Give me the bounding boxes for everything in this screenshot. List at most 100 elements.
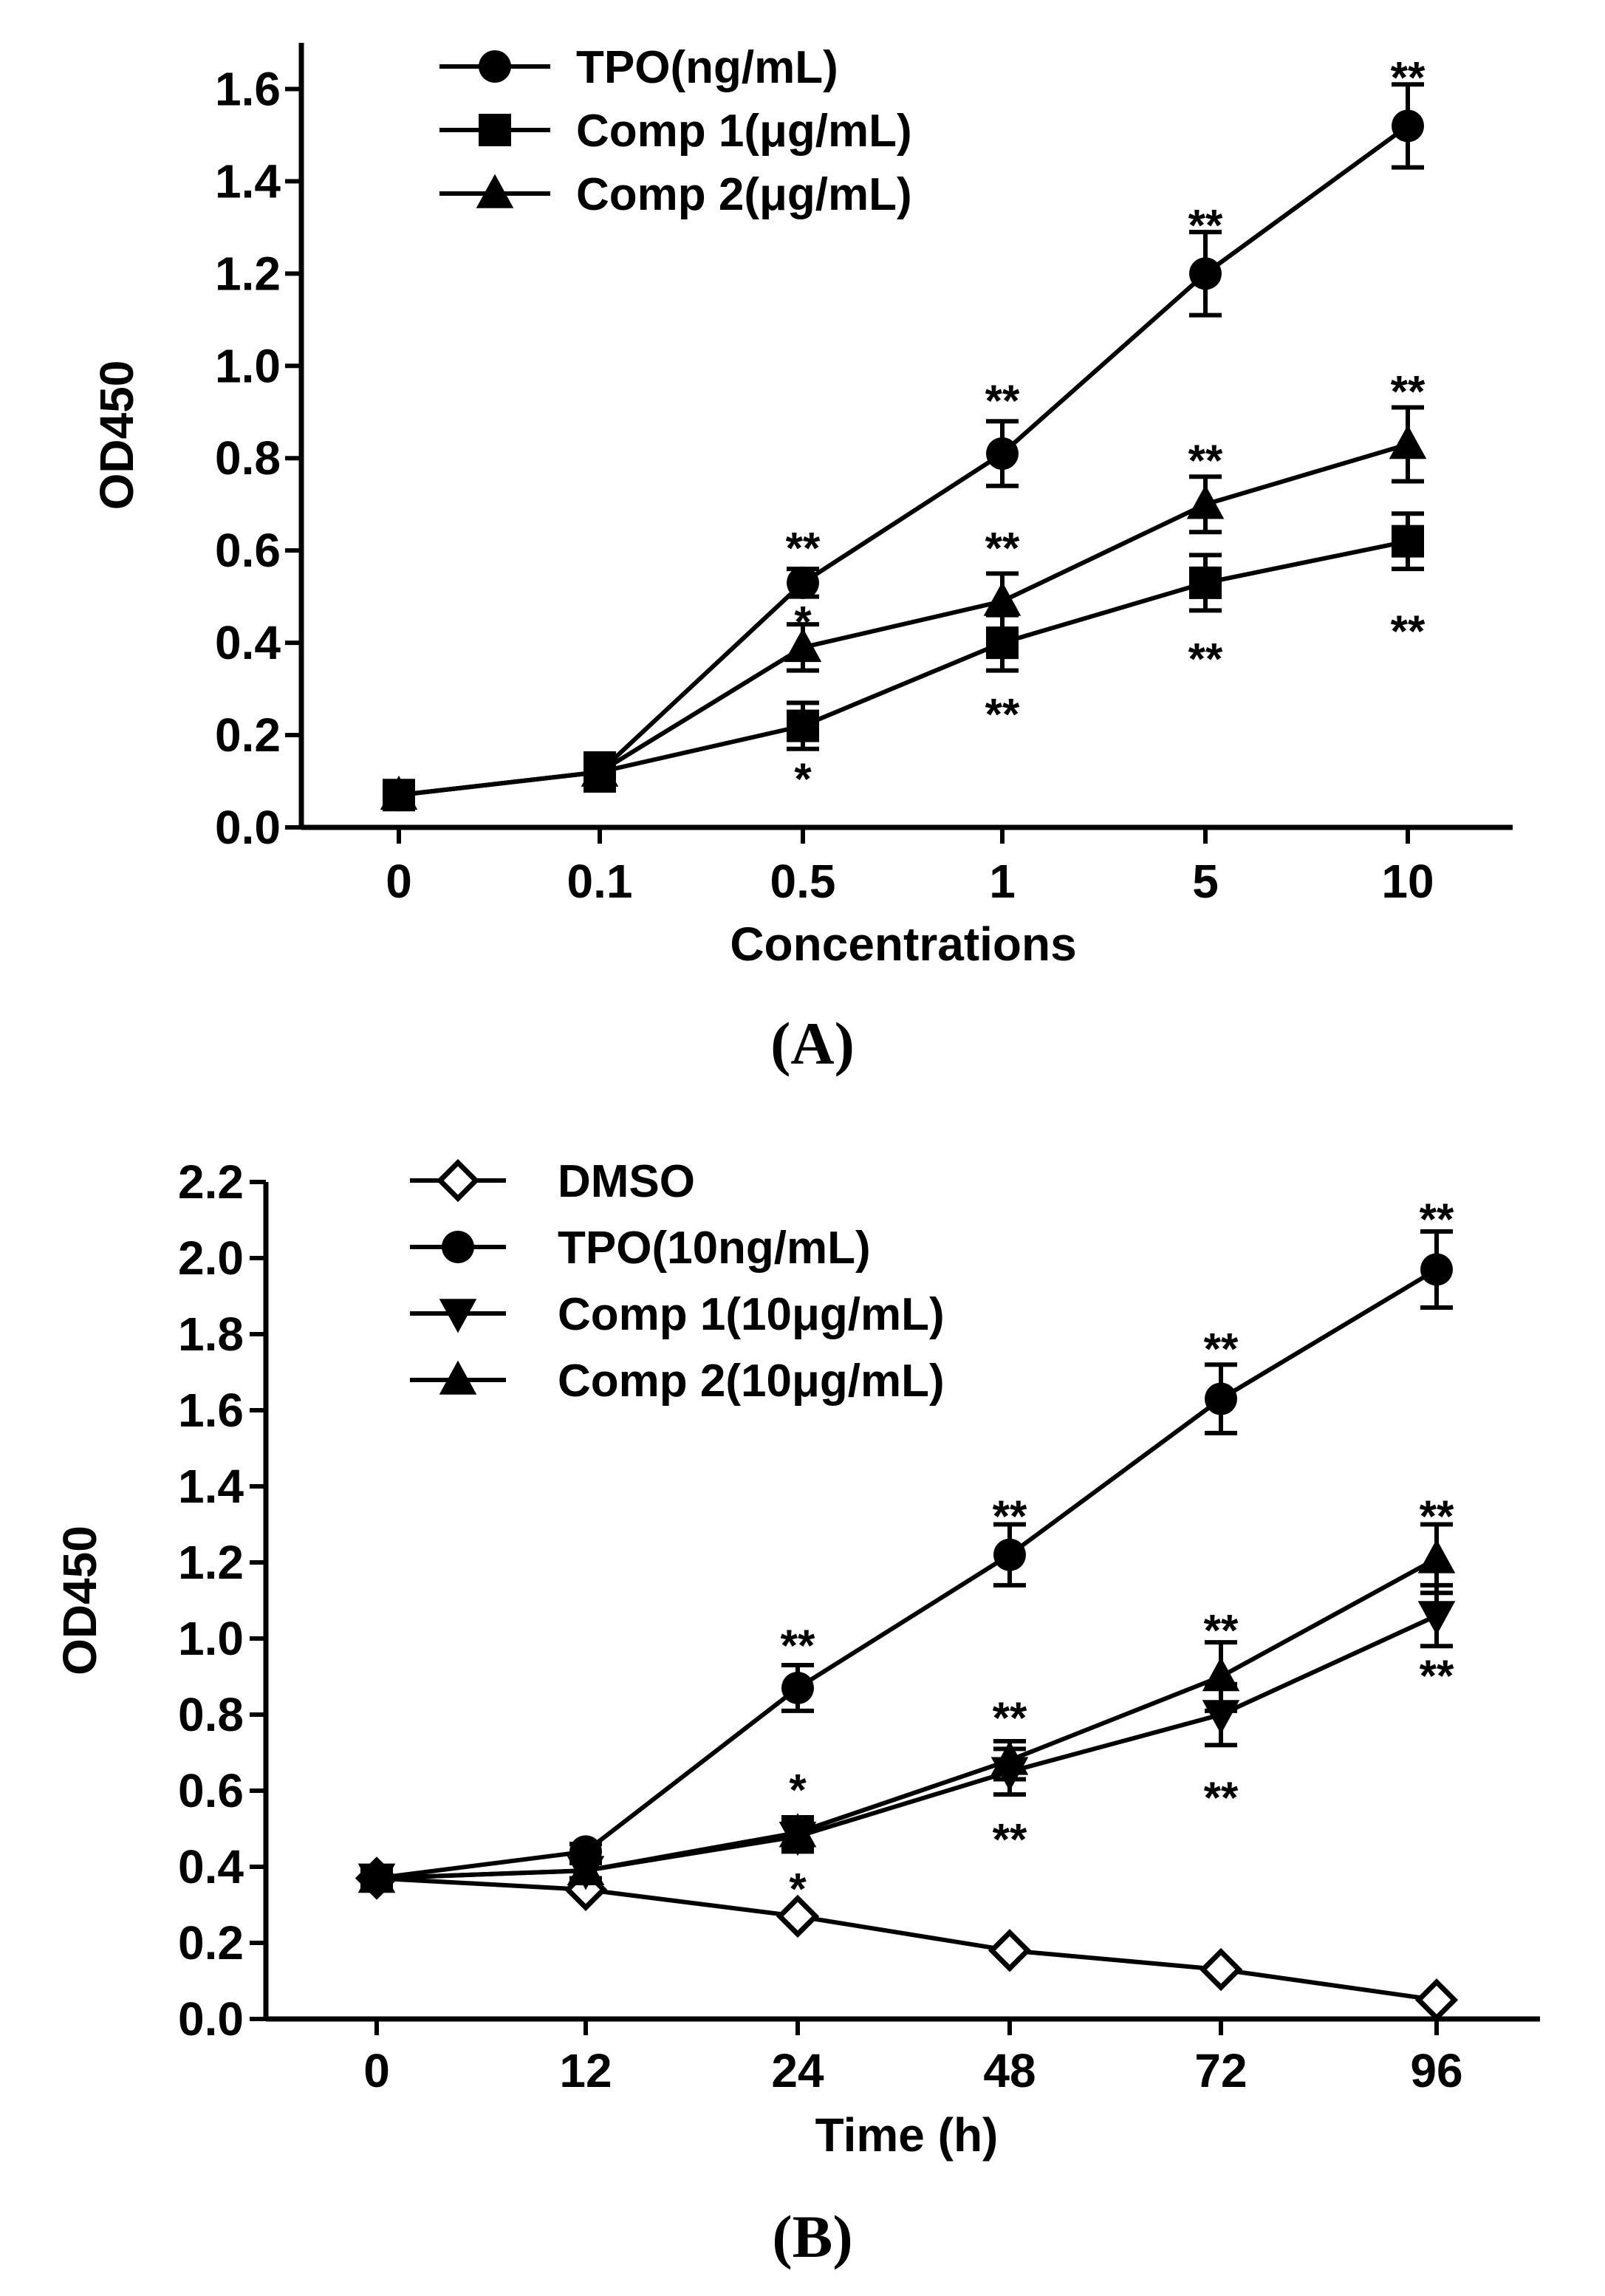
x-tick-label: 0.1 xyxy=(567,855,633,908)
significance-label: ** xyxy=(1204,1324,1239,1373)
data-point xyxy=(986,437,1019,470)
chart-panel-b: 0.0 0.2 0.4 0.6 0.8 1.0 1.2 1.4 1.6 1.8 2.0 2.2 0 12 2… xyxy=(53,1155,1540,2270)
significance-label: ** xyxy=(1391,366,1426,416)
significance-label: ** xyxy=(1420,1195,1454,1244)
data-point xyxy=(781,1671,814,1704)
y-tick-label: 1.4 xyxy=(215,154,281,208)
significance-label: ** xyxy=(993,1693,1027,1743)
significance-label: ** xyxy=(1188,436,1223,485)
data-point xyxy=(787,709,819,742)
significance-label: * xyxy=(789,1766,807,1815)
data-point xyxy=(1392,109,1424,143)
panel-label: (B) xyxy=(772,2203,852,2270)
y-tick-label: 1.4 xyxy=(178,1460,244,1513)
legend-label: Comp 1(10μg/mL) xyxy=(558,1289,945,1340)
x-tick-label: 1 xyxy=(989,855,1016,908)
significance-label: ** xyxy=(1391,607,1426,656)
legend-marker xyxy=(436,1158,480,1203)
significance-label: * xyxy=(789,1865,807,1914)
legend-marker xyxy=(476,174,514,208)
significance-label: ** xyxy=(993,1815,1027,1865)
y-tick-label: 0.8 xyxy=(215,431,281,485)
panel-label: (A) xyxy=(770,1010,855,1077)
significance-label: ** xyxy=(1420,1492,1454,1541)
significance-label: ** xyxy=(985,524,1020,573)
significance-label: ** xyxy=(985,690,1020,739)
y-tick-label: 1.6 xyxy=(215,62,281,115)
y-tick-label: 1.0 xyxy=(178,1612,244,1665)
x-tick-label: 0.5 xyxy=(770,855,836,908)
significance-label: ** xyxy=(1391,52,1426,102)
legend-marker xyxy=(442,1231,474,1263)
data-point xyxy=(1186,485,1225,519)
series-line xyxy=(376,1267,1438,1881)
y-tick-label: 0.6 xyxy=(215,524,281,577)
significance-label: ** xyxy=(993,1492,1027,1541)
legend-label: Comp 1(μg/mL) xyxy=(576,106,912,157)
legend-label: DMSO xyxy=(558,1156,695,1207)
series-comp-2-g-ml- xyxy=(380,405,1427,810)
x-tick-label: 0 xyxy=(386,855,412,908)
series-comp-1-10-g-ml- xyxy=(357,1582,1456,1898)
data-point xyxy=(1189,257,1222,290)
legend-label: TPO(10ng/mL) xyxy=(558,1223,871,1274)
significance-label: ** xyxy=(1420,1651,1454,1701)
series-line xyxy=(376,1613,1438,1881)
y-tick-label: 1.6 xyxy=(178,1384,244,1437)
x-tick-label: 72 xyxy=(1194,2044,1247,2097)
legend-marker xyxy=(479,50,511,83)
series-comp-2-10-g-ml- xyxy=(357,1522,1456,1893)
x-tick-label: 24 xyxy=(771,2044,824,2097)
series-line xyxy=(398,442,1409,798)
y-tick-label: 2.2 xyxy=(178,1155,244,1209)
data-point xyxy=(1389,425,1427,459)
significance-label: * xyxy=(794,754,812,804)
y-axis-label: OD450 xyxy=(53,1525,106,1675)
legend-marker xyxy=(439,1299,477,1333)
data-point xyxy=(1199,1947,1243,1992)
data-point xyxy=(983,581,1021,616)
series-line xyxy=(398,124,1409,798)
y-tick-label: 1.8 xyxy=(178,1308,244,1361)
data-point xyxy=(1189,566,1222,599)
data-point xyxy=(778,1813,817,1848)
data-point xyxy=(1414,1978,1459,2022)
legend-label: Comp 2(μg/mL) xyxy=(576,169,912,220)
legend-label: TPO(ng/mL) xyxy=(576,42,838,93)
y-tick-label: 1.2 xyxy=(215,247,281,300)
x-axis-label: Time (h) xyxy=(815,2108,999,2162)
x-tick-label: 96 xyxy=(1410,2044,1462,2097)
data-point xyxy=(1202,1700,1240,1735)
y-tick-label: 1.0 xyxy=(215,339,281,392)
data-point xyxy=(776,1894,820,1938)
significance-label: ** xyxy=(985,376,1020,426)
x-tick-label: 12 xyxy=(559,2044,612,2097)
series-comp-1-g-ml- xyxy=(383,511,1424,812)
data-point xyxy=(986,626,1019,660)
y-tick-label: 0.8 xyxy=(178,1688,244,1741)
data-point xyxy=(1202,1657,1240,1692)
y-tick-label: 0.6 xyxy=(178,1764,244,1817)
y-tick-label: 0.0 xyxy=(215,801,281,854)
y-tick-label: 1.2 xyxy=(178,1536,244,1589)
data-point xyxy=(1420,1253,1453,1286)
data-point xyxy=(567,1851,605,1885)
series-line xyxy=(398,539,1409,798)
data-point xyxy=(787,566,819,599)
significance-label: ** xyxy=(1204,1773,1239,1822)
x-tick-label: 0 xyxy=(363,2044,390,2097)
legend-marker xyxy=(439,1360,477,1395)
y-tick-label: 0.4 xyxy=(215,616,281,669)
x-tick-label: 10 xyxy=(1381,855,1434,908)
data-point xyxy=(1205,1382,1237,1415)
significance-label: ** xyxy=(1204,1605,1239,1655)
data-point xyxy=(990,1740,1029,1775)
data-point xyxy=(380,775,418,810)
y-tick-label: 0.2 xyxy=(178,1916,244,1969)
data-point xyxy=(988,1929,1032,1972)
y-tick-label: 0.4 xyxy=(178,1840,244,1893)
data-point xyxy=(581,752,619,787)
y-axis-label: OD450 xyxy=(90,361,143,510)
data-point xyxy=(1417,1601,1456,1636)
